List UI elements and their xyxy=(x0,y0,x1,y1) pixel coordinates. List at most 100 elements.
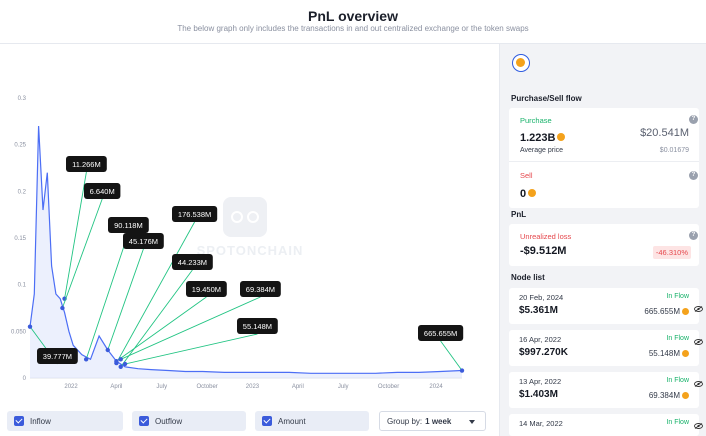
coin-icon xyxy=(682,392,689,400)
purchase-usd: $20.541M xyxy=(640,127,689,139)
purchase-label: Purchase xyxy=(520,116,552,125)
annotation-leader-line xyxy=(61,198,103,309)
amount-label: Amount xyxy=(278,416,306,426)
page-subtitle: The below graph only includes the transa… xyxy=(177,24,529,33)
hide-eye-icon[interactable] xyxy=(694,339,703,345)
chart-controls: Inflow Outflow Amount Group by: 1 week xyxy=(0,404,498,436)
unrealized-pct-badge: -46.310% xyxy=(652,246,691,259)
amount-checkbox[interactable] xyxy=(262,416,272,426)
annotation-label: 19.450M xyxy=(192,285,221,294)
annotation-label: 69.384M xyxy=(246,285,275,294)
annotation-label: 39.777M xyxy=(43,352,72,361)
x-tick-label: October xyxy=(378,384,399,390)
hide-eye-icon[interactable] xyxy=(694,306,703,312)
annotation-label: 44.233M xyxy=(178,258,207,267)
help-icon[interactable]: ? xyxy=(689,231,698,240)
chevron-down-icon xyxy=(469,420,475,424)
annotation-leader-line xyxy=(85,232,129,360)
amount-toggle[interactable]: Amount xyxy=(255,411,369,431)
annotation-point xyxy=(60,305,65,311)
page-title: PnL overview xyxy=(307,8,398,24)
annotation-label: 90.118M xyxy=(114,221,143,230)
annotation-label: 11.266M xyxy=(72,160,101,169)
x-tick-label: July xyxy=(338,384,349,390)
annotation-label: 665.655M xyxy=(424,329,457,338)
inflow-toggle[interactable]: Inflow xyxy=(7,411,123,431)
chart-svg: SPOTONCHAIN 0 0.050 0.1 0.15 0.2 0.25 0.3 2022 Ap… xyxy=(11,96,465,390)
card-divider xyxy=(509,161,699,162)
purchase-sell-card: Purchase ? 1.223B $20.541M Average price… xyxy=(509,108,699,208)
annotation-leader-line xyxy=(116,296,207,362)
annotation-label: 45.176M xyxy=(129,237,158,246)
node-flow: In Flow xyxy=(666,419,689,426)
y-tick-label: 0.1 xyxy=(18,283,27,289)
coin-icon xyxy=(682,350,689,358)
annotation-label: 6.640M xyxy=(90,187,115,196)
hide-eye-icon[interactable] xyxy=(694,423,703,429)
node-list-item[interactable]: 16 Apr, 2022 In Flow $997.270K 55.148M xyxy=(509,330,699,366)
annotation-box xyxy=(240,281,281,297)
annotation-point xyxy=(114,359,119,364)
annotation-leader-line xyxy=(120,296,261,360)
node-value: $1.403M xyxy=(519,389,558,400)
annotation-point xyxy=(105,347,110,353)
node-flow: In Flow xyxy=(666,377,689,384)
help-icon[interactable]: ? xyxy=(689,115,698,124)
coin-icon xyxy=(557,132,566,141)
pnl-chart: SPOTONCHAIN 0 0.050 0.1 0.15 0.2 0.25 0.3 2022 Ap… xyxy=(0,44,498,404)
annotation-box xyxy=(418,325,464,341)
inflow-checkbox[interactable] xyxy=(14,416,24,426)
coin-icon xyxy=(682,308,689,316)
node-flow: In Flow xyxy=(666,335,689,342)
y-tick-label: 0.050 xyxy=(11,329,27,335)
node-list-item[interactable]: 20 Feb, 2024 In Flow $5.361M 665.655M xyxy=(509,288,699,324)
annotation-point xyxy=(118,357,123,362)
y-tick-label: 0.3 xyxy=(18,96,27,102)
node-list-title: Node list xyxy=(511,273,545,282)
annotation-box xyxy=(108,217,149,233)
help-icon[interactable]: ? xyxy=(689,171,698,180)
annotation-label: 176.538M xyxy=(178,210,211,219)
annotation-point xyxy=(118,364,123,369)
x-tick-label: April xyxy=(292,384,304,390)
x-tick-label: July xyxy=(156,384,167,390)
node-amount: 69.384M xyxy=(648,391,680,400)
inflow-label: Inflow xyxy=(30,416,51,426)
outflow-toggle[interactable]: Outflow xyxy=(132,411,246,431)
annotation-point xyxy=(459,368,465,373)
annotation-point xyxy=(27,324,33,329)
annotation-box xyxy=(172,254,213,270)
y-tick-label: 0.25 xyxy=(14,143,26,149)
outflow-checkbox[interactable] xyxy=(139,416,149,426)
annotation-leader-line xyxy=(116,221,195,364)
node-list-item[interactable]: 14 Mar, 2022 In Flow xyxy=(509,414,699,436)
token-icon[interactable] xyxy=(512,54,530,72)
group-by-value: 1 week xyxy=(425,416,452,426)
hide-eye-icon[interactable] xyxy=(694,381,703,387)
header: PnL overview The below graph only includ… xyxy=(0,0,706,44)
node-value: $5.361M xyxy=(519,305,558,316)
y-tick-label: 0.2 xyxy=(18,189,27,195)
node-date: 13 Apr, 2022 xyxy=(519,377,562,386)
annotation-leader-line xyxy=(440,340,463,371)
avg-price-label: Average price xyxy=(520,147,564,154)
watermark-text: SPOTONCHAIN xyxy=(197,243,304,258)
group-by-select[interactable]: Group by: 1 week xyxy=(379,411,486,431)
sell-amount-wrap: 0 xyxy=(520,184,537,202)
purchase-sell-title: Purchase/Sell flow xyxy=(511,94,582,103)
header-divider xyxy=(0,43,706,44)
annotation-box xyxy=(123,233,164,249)
node-list-item[interactable]: 13 Apr, 2022 In Flow $1.403M 69.384M xyxy=(509,372,699,408)
annotation-point xyxy=(83,357,89,362)
annotation-box xyxy=(37,348,78,364)
x-tick-label: April xyxy=(110,384,122,390)
annotation-leader-line xyxy=(124,333,258,365)
coin-icon xyxy=(528,188,537,197)
annotation-leader-line xyxy=(64,171,87,299)
annotation-point xyxy=(122,361,128,367)
node-amount: 55.148M xyxy=(648,349,680,358)
annotation-box xyxy=(186,281,227,297)
pnl-title: PnL xyxy=(511,210,527,219)
x-tick-label: 2022 xyxy=(64,384,78,390)
avg-price-value: $0.01679 xyxy=(659,147,689,154)
